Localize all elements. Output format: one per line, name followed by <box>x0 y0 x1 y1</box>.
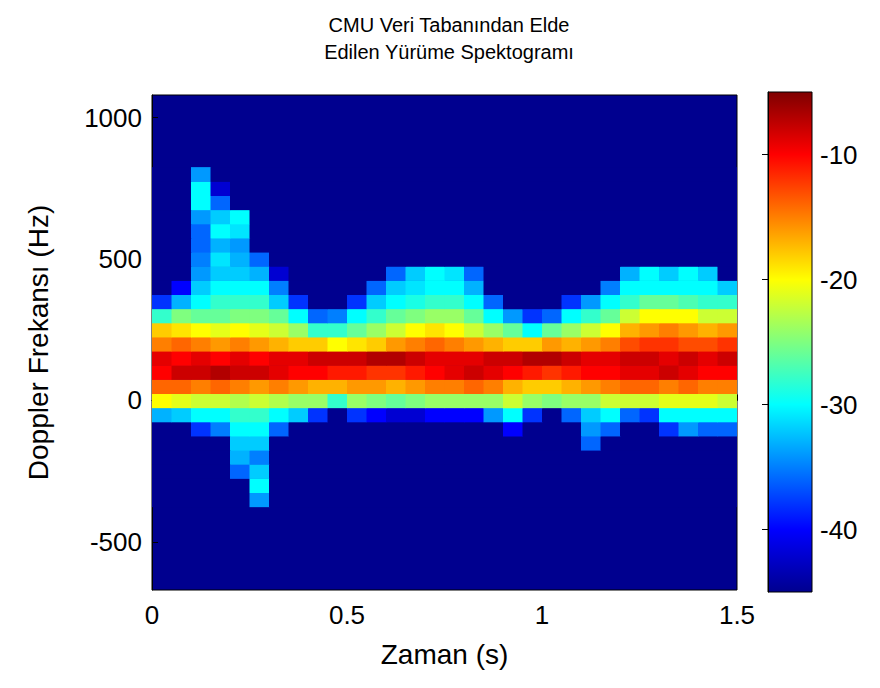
svg-text:Doppler Frekansı (Hz): Doppler Frekansı (Hz) <box>23 205 54 480</box>
svg-text:-10: -10 <box>820 140 858 170</box>
svg-text:CMU Veri Tabanından Elde: CMU Veri Tabanından Elde <box>329 14 570 36</box>
svg-text:Zaman (s): Zaman (s) <box>381 639 509 670</box>
svg-text:-20: -20 <box>820 265 858 295</box>
svg-text:1.5: 1.5 <box>719 600 755 630</box>
svg-text:1: 1 <box>535 600 549 630</box>
svg-text:500: 500 <box>99 244 142 274</box>
svg-text:0: 0 <box>128 385 142 415</box>
svg-text:Edilen Yürüme Spektogramı: Edilen Yürüme Spektogramı <box>324 41 574 63</box>
svg-text:1000: 1000 <box>84 103 142 133</box>
svg-text:-40: -40 <box>820 515 858 545</box>
svg-text:0.5: 0.5 <box>329 600 365 630</box>
svg-text:0: 0 <box>145 600 159 630</box>
svg-text:-500: -500 <box>90 527 142 557</box>
svg-text:-30: -30 <box>820 390 858 420</box>
